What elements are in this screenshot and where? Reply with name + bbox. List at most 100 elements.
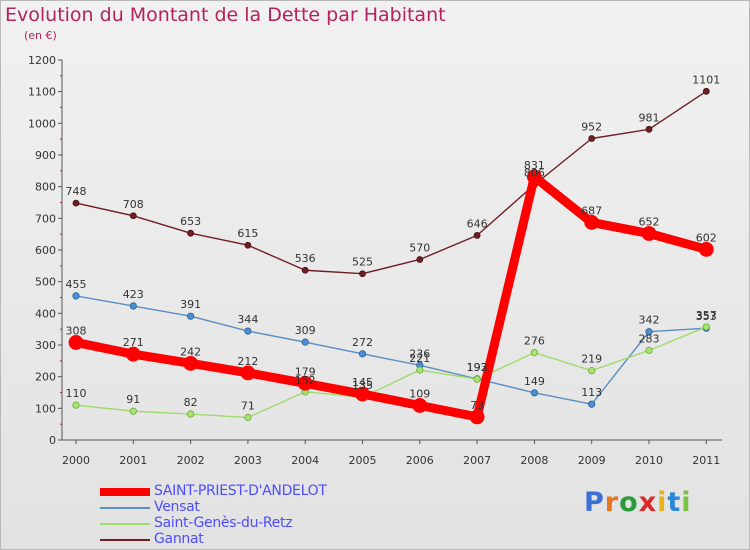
data-label: 646 [467,217,488,230]
y-tick-label: 100 [35,402,56,415]
data-point [355,386,370,402]
y-tick-label: 500 [35,276,56,289]
data-label: 353 [696,310,717,323]
data-label: 91 [126,393,140,406]
x-tick-label: 2002 [177,454,205,467]
x-tick-label: 2003 [234,454,262,467]
series-line [75,172,708,422]
data-point [416,256,424,263]
data-point [244,327,252,335]
chart-subtitle: (en €) [24,29,57,42]
y-tick-label: 600 [35,244,56,257]
data-label: 357 [696,309,717,322]
data-label: 236 [409,347,430,360]
data-point [473,232,481,239]
data-label: 192 [467,361,488,374]
data-label: 536 [295,252,316,265]
x-tick-label: 2008 [520,454,548,467]
data-point [527,169,542,185]
data-point [68,335,84,350]
series-lines [68,87,714,425]
legend-item: SAINT-PRIEST-D'ANDELOT [100,483,400,500]
data-label: 212 [237,355,258,368]
y-tick-label: 400 [35,307,56,320]
y-tick-label: 700 [35,212,56,225]
data-label: 342 [639,314,660,327]
data-label: 71 [241,400,255,413]
data-point [588,135,596,142]
x-tick-label: 2005 [349,454,377,467]
data-label: 525 [352,256,373,269]
data-label: 145 [352,376,373,389]
x-tick-label: 2011 [692,454,720,467]
data-label: 272 [352,336,373,349]
x-tick-label: 2007 [463,454,491,467]
data-label: 1101 [692,73,720,86]
data-label: 221 [409,352,430,365]
data-label: 149 [524,375,545,388]
data-label: 602 [696,231,717,244]
data-point [473,375,481,383]
legend-label: Vensat [154,499,200,515]
data-label: 344 [237,313,258,326]
data-label: 73 [470,399,484,412]
y-tick-label: 300 [35,339,56,352]
x-tick-label: 2010 [635,454,663,467]
data-point [72,292,80,300]
data-label: 570 [409,241,430,254]
x-tick-label: 2009 [578,454,606,467]
data-point [129,302,137,310]
data-label: 308 [66,324,87,337]
data-point [129,407,137,415]
data-label: 653 [180,215,201,228]
y-tick-label: 900 [35,149,56,162]
legend-swatch [100,488,150,496]
series-line [75,326,707,419]
data-label: 109 [409,387,430,400]
data-label: 981 [639,111,660,124]
data-label: 687 [581,204,602,217]
data-label: 806 [524,167,545,180]
data-point [72,401,80,409]
data-label: 242 [180,345,201,358]
legend-item: Vensat [100,499,400,516]
data-label: 391 [180,298,201,311]
data-point [240,365,256,381]
data-point [72,199,80,207]
axes: 0 100 200 300 400 500 600 700 800 900 1000 1100 1200… [28,54,722,467]
proxiti-logo: Proxiti [584,487,692,518]
data-point [183,355,199,371]
legend-swatch [100,507,150,509]
legend-label: Saint-Genès-du-Retz [154,515,293,531]
data-point [530,389,539,397]
chart-title: Evolution du Montant de la Dette par Hab… [5,4,446,26]
data-label: 179 [295,365,316,378]
data-label: 113 [581,386,602,399]
series-line [75,295,707,405]
data-point [702,323,710,331]
data-point [412,398,428,413]
data-label: 219 [581,353,602,366]
data-label: 276 [524,335,545,348]
x-tick-label: 2001 [119,454,147,467]
data-point [530,348,539,357]
y-tick-label: 1200 [28,54,56,67]
data-label: 455 [66,278,87,291]
data-point [645,346,653,354]
data-point [187,410,195,418]
data-label: 283 [639,332,660,345]
data-point [584,215,600,230]
legend-swatch [100,523,150,525]
data-point [645,125,653,133]
data-point [244,241,252,249]
data-label: 615 [237,227,258,240]
data-point [359,270,366,278]
x-tick-label: 2006 [406,454,434,467]
data-point [187,229,195,237]
data-point [129,212,137,220]
data-point [125,346,141,362]
data-label: 952 [581,121,602,134]
legend-label: Gannat [154,531,204,547]
